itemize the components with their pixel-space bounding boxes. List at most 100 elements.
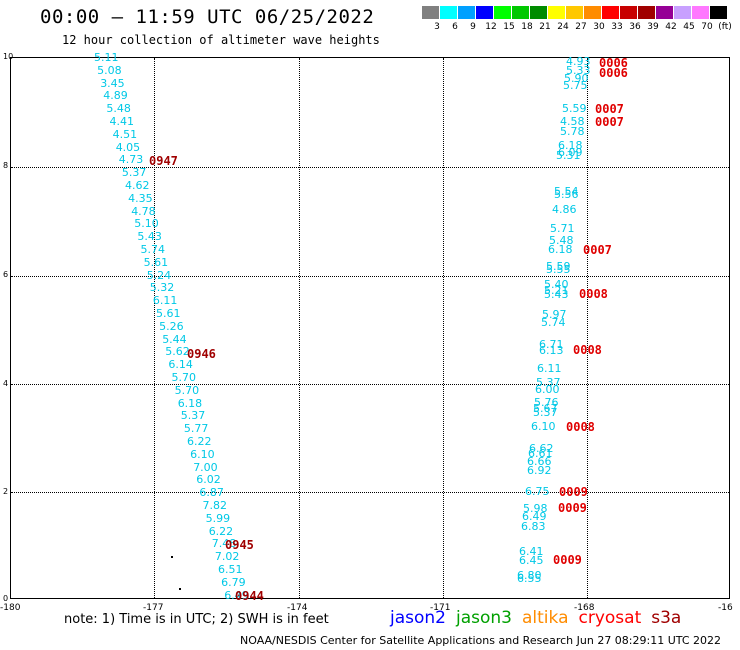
swh-value-label: 4.89 [103,89,128,103]
swh-value-label: 6.18 [177,396,203,410]
swh-value-label: 3.45 [100,76,125,90]
pass-time-label: 0007 [583,243,612,257]
swh-value-label: 6.22 [187,435,212,448]
swh-value-label: 5.59 [546,260,571,273]
swh-value-label: 5.99 [205,511,231,525]
x-tick-label: -180 [0,603,21,613]
pass-time-label: 0007 [595,102,624,116]
grid-line-vertical [154,58,155,598]
swh-value-label: 6.75 [525,485,550,498]
pass-time-label: 0947 [149,154,178,168]
swh-value-label: 4.86 [552,203,577,216]
y-tick-label: 6 [3,270,9,279]
map-subtitle: 12 hour collection of altimeter wave hei… [62,33,380,47]
color-scale-label: 42 [665,22,677,32]
pass-time-label: 0008 [579,287,608,301]
grid-line-horizontal [11,492,729,493]
swh-value-label: 6.61 [528,447,553,460]
track-point [179,588,181,590]
swh-value-label: 4.58 [560,115,585,128]
y-tick-label: 4 [3,379,9,388]
swh-value-label: 7.82 [202,499,228,512]
swh-value-label: 4.05 [115,140,141,154]
swh-value-label: 6.18 [548,243,573,256]
swh-value-label: 5.74 [541,316,566,329]
color-swatch [638,6,655,19]
color-swatch [440,6,457,19]
swh-value-label: 6.14 [168,358,193,372]
color-scale-label: 18 [521,22,533,32]
swh-value-label: 5.48 [106,102,131,116]
map-title: 00:00 – 11:59 UTC 06/25/2022 [40,6,375,28]
swh-value-label: 6.55 [517,572,542,585]
color-swatch [494,6,511,19]
pass-time-label: 0009 [559,485,588,499]
swh-value-label: 5.10 [134,217,159,231]
swh-value-label: 5.98 [523,502,548,515]
satellite-legend: jason2 jason3 altika cryosat s3a [390,608,691,628]
swh-value-label: 5.70 [171,371,197,384]
swh-value-label: 5.76 [534,396,559,409]
track-point [171,556,173,558]
color-scale-label: 70 [701,22,713,32]
swh-value-label: 6.45 [519,554,544,567]
swh-value-label: 5.56 [554,188,579,201]
grid-line-horizontal [11,167,729,168]
pass-time-label: 0006 [599,66,628,80]
swh-value-label: 6.71 [539,338,564,351]
swh-value-label: 6.22 [208,524,234,538]
color-scale-label: 9 [470,22,476,32]
color-scale-label: (ft) [718,22,732,32]
swh-value-label: 5.32 [149,281,175,295]
color-swatch [566,6,583,19]
color-scale-label: 21 [539,22,551,32]
swh-value-label: 5.78 [560,125,585,138]
legend-entry-s3a: s3a [651,608,682,628]
swh-value-label: 6.92 [527,464,552,477]
swh-value-label: 7.02 [214,550,240,564]
x-tick-label: -16 [718,603,733,613]
swh-value-label: 5.40 [544,278,569,291]
color-scale-label: 24 [557,22,569,32]
swh-value-label: 5.97 [542,308,567,321]
legend-entry-altika: altika [522,608,569,628]
swh-value-label: 5.90 [564,72,589,85]
swh-value-label: 5.54 [554,185,579,198]
swh-value-label: 5.26 [159,319,184,333]
color-swatch [476,6,493,19]
swh-value-label: 5.75 [563,79,588,92]
swh-value-label: 6.10 [531,420,556,433]
swh-value-label: 6.87 [199,486,224,500]
swh-value-label: 4.51 [112,127,138,141]
swh-value-label: 5.61 [143,255,169,269]
x-tick-label: -174 [287,603,308,613]
color-swatch [530,6,547,19]
color-swatch [692,6,709,19]
color-scale-label: 33 [611,22,623,32]
swh-value-label: 5.37 [180,409,206,423]
color-scale-label: 36 [629,22,641,32]
color-scale-label: 15 [503,22,515,32]
swh-value-label: 5.37 [121,166,147,180]
swh-value-label: 5.67 [533,402,558,415]
swh-value-label: 6.62 [529,442,554,455]
pass-time-label: 0006 [599,56,628,70]
swh-value-label: 6.10 [190,447,215,461]
y-tick-label: 8 [3,161,9,170]
swh-value-label: 6.51 [218,563,243,576]
swh-value-label: 6.83 [521,520,546,533]
swh-value-label: 7.00 [193,460,218,474]
color-swatch [422,6,439,19]
swh-value-label: 6.41 [519,545,544,558]
credit-line: NOAA/NESDIS Center for Satellite Applica… [240,634,722,647]
grid-line-horizontal [11,276,729,277]
swh-value-label: 5.71 [550,222,575,235]
color-swatch [656,6,673,19]
pass-time-label: 0009 [553,553,582,567]
swh-value-label: 4.62 [125,179,150,192]
color-swatch [512,6,529,19]
grid-line-horizontal [11,384,729,385]
swh-value-label: 5.70 [174,383,200,397]
color-swatch [710,6,727,19]
legend-entry-jason2: jason2 [390,608,446,628]
